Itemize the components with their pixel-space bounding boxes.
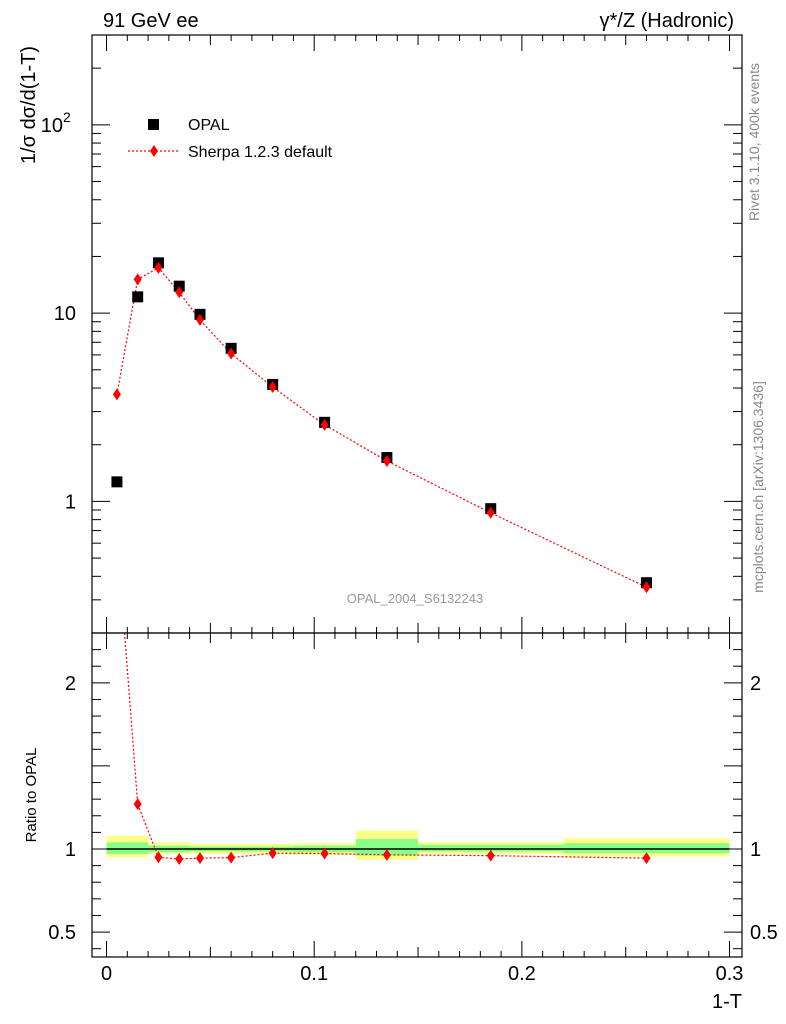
ratio-point xyxy=(195,852,204,865)
ratio-y-tick-label: 2 xyxy=(65,673,76,695)
ratio-point xyxy=(227,851,236,864)
legend-marker-sherpa xyxy=(150,145,158,157)
x-axis-label: 1-T xyxy=(712,991,742,1013)
ratio-y-tick-label-right: 2 xyxy=(750,673,761,695)
main-y-axis-label: 1/σ dσ/d(1-T) xyxy=(18,46,40,164)
legend-label-sherpa: Sherpa 1.2.3 default xyxy=(188,144,333,161)
sherpa-point xyxy=(268,381,277,394)
ratio-point xyxy=(486,849,495,862)
ratio-series xyxy=(113,527,651,865)
legend-marker-opal xyxy=(148,119,159,130)
rivet-info: Rivet 3.1.10, 400k events xyxy=(746,63,762,221)
ratio-point xyxy=(113,527,121,539)
ratio-point xyxy=(320,847,329,860)
sherpa-point xyxy=(320,418,329,431)
x-tick-label: 0.3 xyxy=(716,963,744,985)
band-inner xyxy=(418,844,564,852)
ratio-point xyxy=(154,851,163,864)
header-right: γ*/Z (Hadronic) xyxy=(600,10,734,32)
sherpa-point xyxy=(175,286,184,299)
opal-point xyxy=(173,280,185,292)
main-series xyxy=(111,257,652,594)
sherpa-point xyxy=(112,388,121,401)
sherpa-point xyxy=(382,454,391,467)
band-inner xyxy=(106,842,149,854)
opal-point xyxy=(111,476,123,488)
mcplots-info: mcplots.cern.ch [arXiv:1306.3436] xyxy=(750,381,766,593)
ratio-panel: 0 0.1 0.2 0.3 0.5 0.5 1 1 2 2 xyxy=(48,35,778,985)
opal-point xyxy=(132,291,144,303)
y-tick-label-exponent: 2 xyxy=(63,109,71,125)
band-inner xyxy=(563,843,730,854)
header-left: 91 GeV ee xyxy=(103,10,199,32)
x-tick-label: 0.1 xyxy=(300,963,328,985)
analysis-id: OPAL_2004_S6132243 xyxy=(347,591,483,606)
band-inner xyxy=(355,839,419,856)
y-tick-label: 10 xyxy=(54,303,76,325)
ratio-y-tick-label: 1 xyxy=(65,839,76,861)
ratio-point xyxy=(642,852,651,865)
sherpa-point xyxy=(133,273,142,286)
ratio-point xyxy=(268,847,277,860)
legend: OPAL Sherpa 1.2.3 default xyxy=(128,117,333,161)
sherpa-point xyxy=(154,261,163,274)
ratio-point xyxy=(382,848,391,861)
ratio-y-axis-label: Ratio to OPAL xyxy=(23,748,40,843)
ratio-frame xyxy=(91,632,743,958)
y-tick-label: 10 xyxy=(41,115,63,137)
y-tick-label: 1 xyxy=(65,491,76,513)
ratio-y-tick-label: 0.5 xyxy=(48,922,76,944)
x-tick-label: 0.2 xyxy=(508,963,536,985)
x-tick-label: 0 xyxy=(101,963,112,985)
ratio-y-tick-label-right: 0.5 xyxy=(750,922,778,944)
sherpa-point xyxy=(486,506,495,519)
ratio-y-tick-label-right: 1 xyxy=(750,839,761,861)
legend-label-opal: OPAL xyxy=(188,117,230,134)
sherpa-point xyxy=(227,347,236,360)
ratio-point xyxy=(175,852,184,865)
ratio-line xyxy=(123,633,647,860)
sherpa-point xyxy=(195,313,204,326)
sherpa-point xyxy=(642,581,651,594)
ratio-point xyxy=(133,798,142,811)
